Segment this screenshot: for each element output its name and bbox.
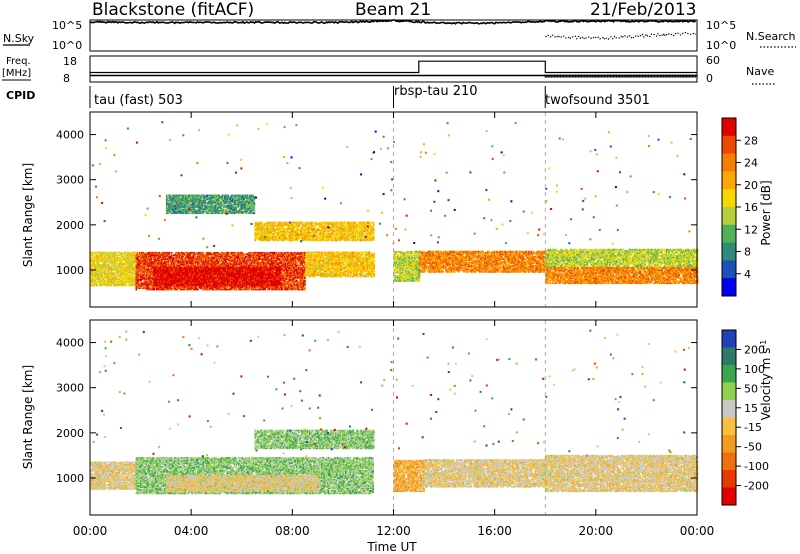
power-region-1-cell: [297, 265, 299, 267]
noise-left-tick-bottom: 10^0: [52, 39, 82, 52]
nsearch-line: [545, 33, 695, 40]
power-region-1-cell: [276, 252, 278, 254]
power-region-1-cell: [197, 289, 199, 291]
power-region-0-cell: [108, 264, 110, 266]
noise-series: [90, 20, 696, 40]
power-region-0-cell: [92, 252, 94, 254]
power-region-0-cell: [97, 283, 99, 285]
freq-left-label: Freq.: [6, 56, 31, 67]
power-region-1-cell: [171, 252, 173, 254]
power-region-1-cell: [288, 252, 290, 254]
power-region-0-cell: [115, 252, 117, 254]
nave-line: [90, 61, 697, 72]
power-heatmap: [90, 112, 698, 307]
power-region-1-cell: [169, 252, 171, 254]
freq-nave-series: [90, 61, 697, 77]
freq-panel-frame: [90, 56, 697, 82]
date-title: 21/Feb/2013: [590, 0, 696, 20]
cpid-strip: CPID tau (fast) 503 rbsp-tau 210 twofsou…: [6, 84, 650, 108]
power-region-1-cell: [137, 252, 139, 254]
power-region-2-cell: [159, 285, 161, 287]
noise-right-tick-top: 10^5: [706, 19, 736, 32]
power-region-2-cell: [181, 269, 183, 271]
power-region-0-cell: [116, 254, 118, 256]
nsky-line: [90, 20, 696, 24]
cpid-mode-0-name: tau (fast) 503: [94, 93, 183, 108]
power-region-1-cell: [298, 289, 300, 291]
cpid-label: CPID: [6, 89, 35, 102]
beam-title: Beam 21: [355, 0, 431, 20]
power-region-1-cell: [304, 280, 306, 282]
power-region-0-cell: [114, 272, 116, 274]
cpid-mode-2-name: twofsound 3501: [545, 93, 650, 108]
power-region-1-cell: [179, 252, 181, 254]
power-region-0-cell: [125, 285, 127, 287]
noise-left-label: N.Sky: [3, 32, 35, 45]
power-region-2-cell: [174, 285, 176, 287]
noise-right-tick-bottom: 10^0: [706, 39, 736, 52]
freq-right-tick-bottom: 0: [706, 72, 713, 85]
power-region-1-cell: [304, 287, 306, 289]
noise-right-label: N.Search: [746, 30, 796, 43]
freq-right-tick-top: 60: [706, 54, 720, 67]
power-region-1-cell: [203, 252, 205, 254]
freq-left-tick-top: 18: [63, 55, 77, 68]
noise-left-tick-top: 10^5: [52, 19, 82, 32]
power-region-2-cell: [164, 267, 166, 269]
power-region-2-cell: [200, 267, 202, 269]
freq-panel: Freq. [MHz] 18 8 60 0 Nave: [2, 54, 776, 85]
nave-right-label: Nave: [746, 65, 774, 78]
freq-left-tick-bottom: 8: [63, 72, 70, 85]
radar-summary-plot: Blackstone (fitACF) Beam 21 21/Feb/2013 …: [0, 0, 800, 554]
noise-panel: N.Sky 10^5 10^0 10^5 10^0 N.Search: [3, 19, 796, 52]
power-region-2-cell: [181, 267, 183, 269]
cpid-mode-1-name: rbsp-tau 210: [394, 84, 478, 99]
noise-panel-frame: [90, 20, 697, 51]
freq-left-unit: [MHz]: [2, 68, 31, 79]
station-title: Blackstone (fitACF): [92, 0, 254, 20]
power-region-0-cell: [111, 285, 113, 287]
